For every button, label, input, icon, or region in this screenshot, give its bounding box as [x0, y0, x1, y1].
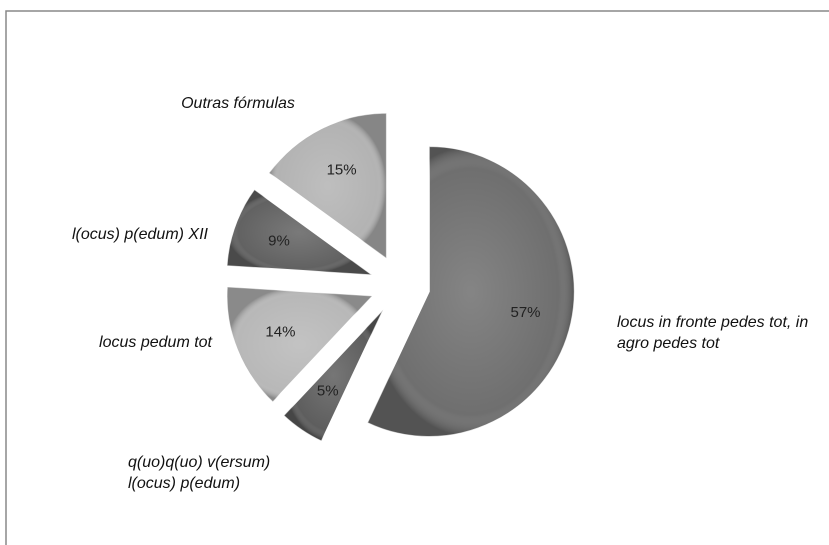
value-label: 9% — [268, 232, 290, 249]
pie-slice — [366, 146, 575, 437]
value-label: 5% — [317, 382, 339, 399]
category-label: locus in fronte pedes tot, in agro pedes… — [617, 314, 809, 352]
value-label: 15% — [327, 161, 357, 178]
frame — [5, 10, 829, 545]
category-label: l(ocus) p(edum) XII — [71, 226, 208, 243]
value-label: 14% — [265, 323, 295, 340]
category-label: locus pedum tot — [99, 334, 212, 351]
value-label: 57% — [510, 304, 540, 321]
category-label: q(uo)q(uo) v(ersum) l(ocus) p(edum) — [128, 454, 271, 492]
category-label: Outras fórmulas — [181, 95, 295, 112]
